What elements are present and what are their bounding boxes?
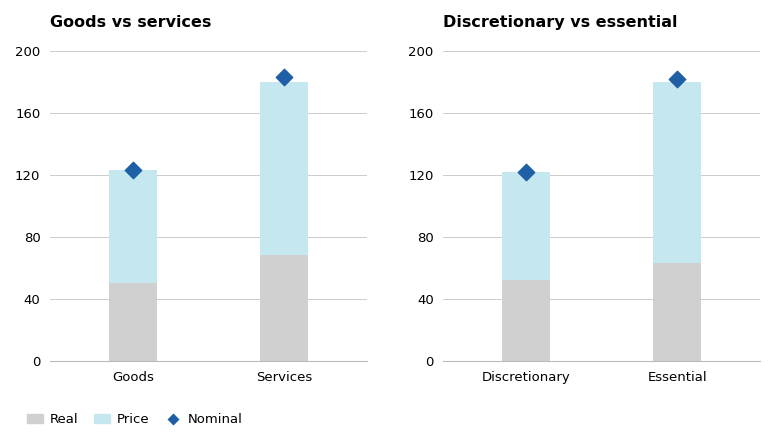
Text: Goods vs services: Goods vs services	[50, 15, 212, 30]
Point	[277, 74, 290, 81]
Bar	[653, 82, 701, 263]
Text: Discretionary vs essential: Discretionary vs essential	[443, 15, 678, 30]
Bar	[502, 280, 550, 361]
Point	[520, 168, 532, 175]
Bar	[260, 255, 308, 361]
Bar	[502, 172, 550, 280]
Bar	[109, 283, 157, 361]
Bar	[109, 170, 157, 283]
Point	[671, 75, 684, 82]
Bar	[653, 263, 701, 361]
Point	[127, 167, 140, 174]
Legend: Real, Price, Nominal: Real, Price, Nominal	[22, 408, 248, 431]
Bar	[260, 82, 308, 255]
